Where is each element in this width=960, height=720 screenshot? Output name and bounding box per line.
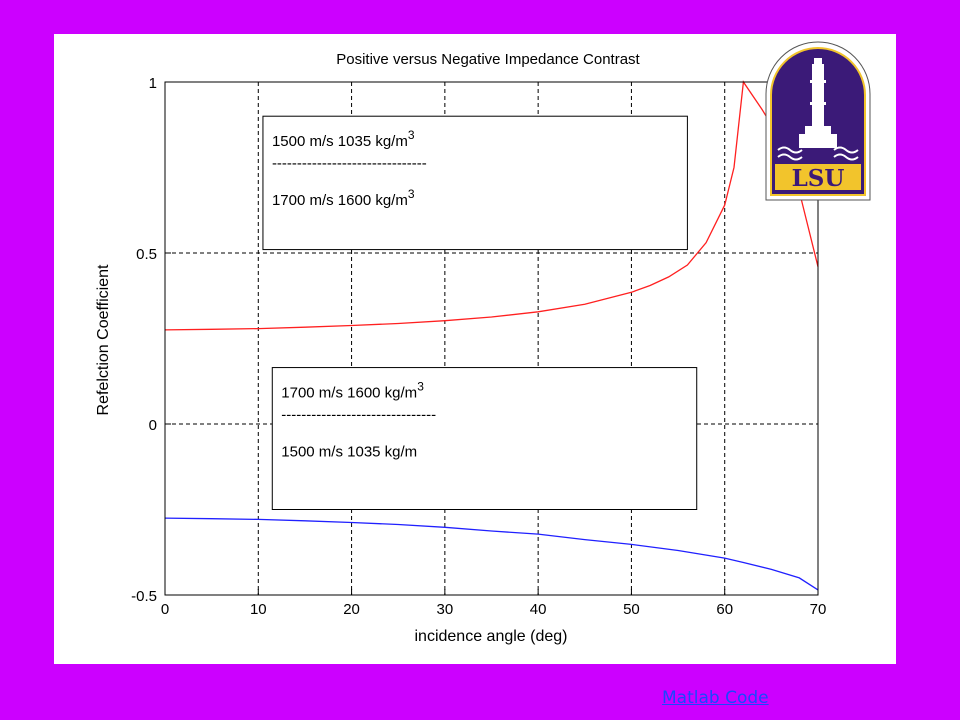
chart-title: Positive versus Negative Impedance Contr… [336, 51, 640, 68]
figure-panel: Positive versus Negative Impedance Contr… [54, 34, 896, 664]
y-tick-label-0: -0.5 [131, 588, 157, 605]
matlab-code-link[interactable]: Matlab Code [662, 688, 769, 708]
x-tick-label-2: 20 [343, 601, 360, 618]
annotation-1-separator: ------------------------------- [281, 407, 436, 424]
x-tick-label-1: 10 [250, 601, 267, 618]
series-line-1 [164, 517, 819, 591]
annotation-0-separator: ------------------------------- [272, 155, 427, 172]
annotation-0-line1: 1500 m/s 1035 kg/m3 [272, 128, 415, 150]
annotation-box-1 [271, 367, 698, 510]
reflection-chart: Positive versus Negative Impedance Contr… [95, 51, 826, 645]
y-axis-label: Refelction Coefficient [95, 264, 112, 415]
series-line-0 [164, 80, 819, 331]
x-tick-label-4: 40 [530, 601, 547, 618]
axis-ticks: 0 10 20 30 40 50 60 70-0.500.51 [131, 75, 826, 618]
x-tick-label-7: 70 [810, 601, 827, 618]
annotation-1-line2: 1500 m/s 1035 kg/m [281, 444, 417, 461]
annotation-boxes: 1500 m/s 1035 kg/m3 ---------------------… [262, 115, 698, 510]
x-tick-label-0: 0 [161, 601, 169, 618]
y-tick-label-1: 0 [149, 417, 157, 434]
y-tick-label-2: 0.5 [136, 246, 157, 263]
series-lines [164, 80, 819, 591]
annotation-box-0 [262, 115, 688, 251]
x-tick-label-3: 30 [437, 601, 454, 618]
annotation-0-line2: 1700 m/s 1600 kg/m3 [272, 187, 415, 209]
x-axis-label: incidence angle (deg) [415, 628, 568, 645]
lsu-logo: LSU [765, 41, 871, 201]
annotation-1-line1: 1700 m/s 1600 kg/m3 [281, 380, 424, 402]
axes-frame [164, 81, 819, 596]
x-tick-label-5: 50 [623, 601, 640, 618]
lsu-logo-text: LSU [792, 165, 845, 192]
y-tick-label-3: 1 [149, 75, 157, 92]
x-tick-label-6: 60 [716, 601, 733, 618]
